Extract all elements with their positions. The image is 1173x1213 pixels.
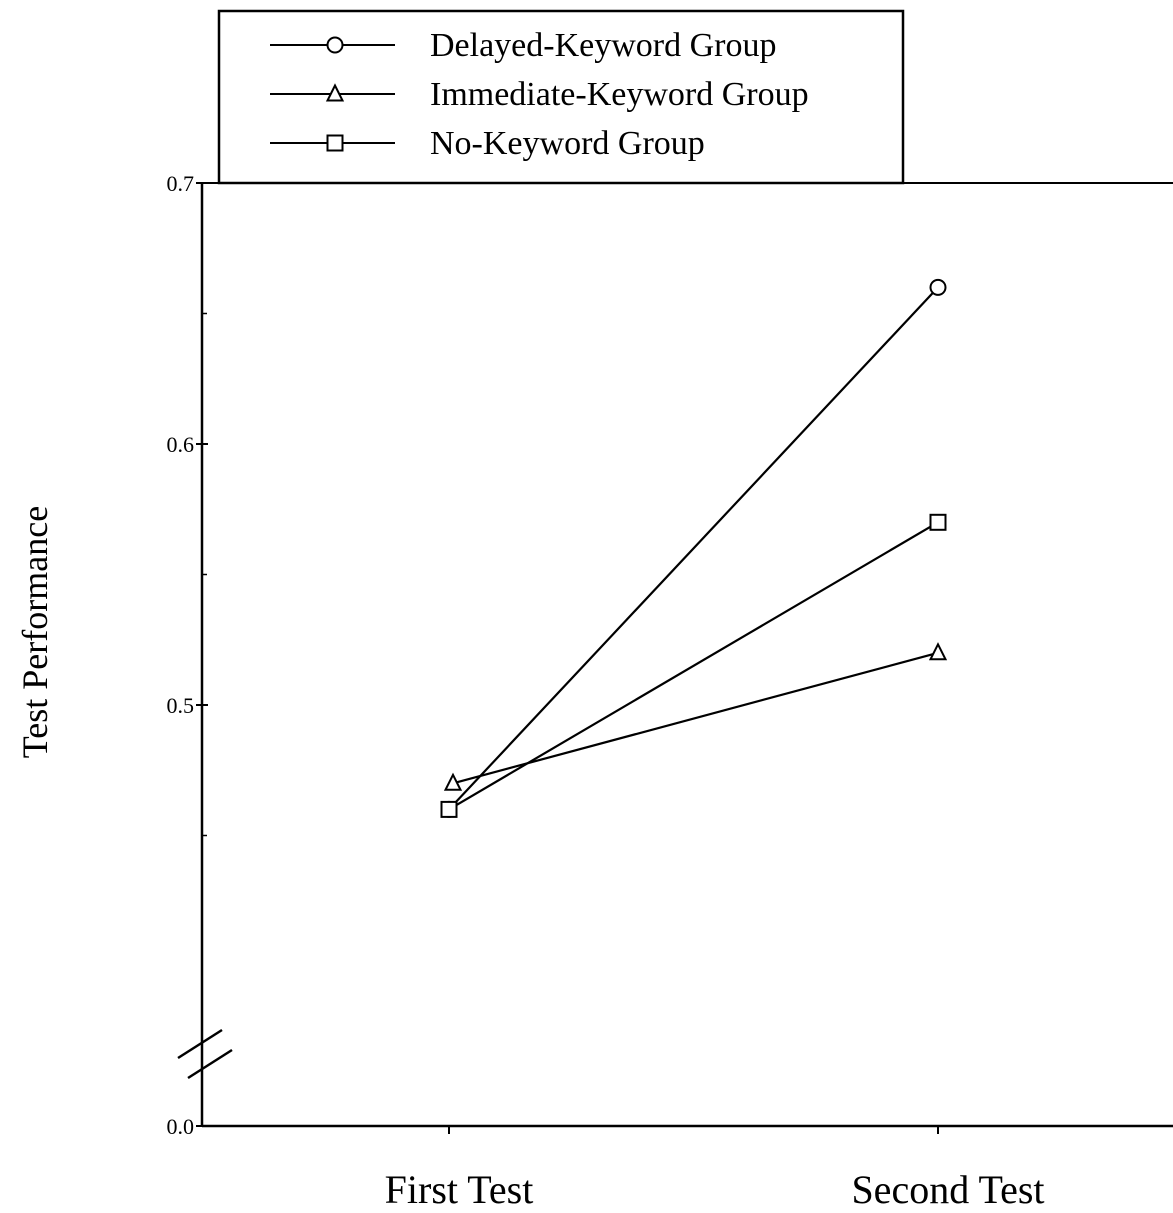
- data-point-triangle: [443, 772, 463, 791]
- y-tick-label: 0.6: [167, 432, 195, 457]
- data-point-triangle: [928, 642, 948, 661]
- data-point-square: [929, 513, 947, 531]
- x-axis-categories: First Test Second Test: [385, 1126, 1045, 1212]
- series-triangle-group: [443, 642, 948, 791]
- legend: Delayed-Keyword Group Immediate-Keyword G…: [217, 9, 905, 185]
- x-category-label: First Test: [385, 1167, 534, 1212]
- x-category-label: Second Test: [851, 1167, 1044, 1212]
- data-point-circle: [929, 278, 947, 296]
- series-circle-group: [440, 278, 947, 818]
- series-line: [452, 651, 939, 785]
- legend-marker-square: [326, 134, 344, 152]
- series-layer: [440, 278, 948, 818]
- y-axis-break-mark: [177, 1028, 233, 1080]
- series-line: [448, 521, 939, 811]
- axes: [200, 182, 1173, 1128]
- series-square-group: [440, 513, 947, 818]
- series-line: [448, 286, 939, 811]
- legend-label: Delayed-Keyword Group: [430, 27, 777, 64]
- y-axis-ticks: 0.0 0.5 0.6 0.7: [167, 171, 208, 1139]
- y-tick-label: 0.0: [167, 1114, 195, 1139]
- axis-break-slash: [177, 1028, 223, 1060]
- legend-label: Immediate-Keyword Group: [430, 76, 809, 113]
- data-point-square: [440, 800, 458, 818]
- legend-label: No-Keyword Group: [430, 125, 705, 162]
- axis-break-slash: [187, 1048, 233, 1080]
- y-tick-label: 0.5: [167, 693, 195, 718]
- y-tick-label: 0.7: [167, 171, 195, 196]
- legend-marker-triangle: [325, 83, 345, 102]
- legend-marker-circle: [326, 36, 344, 54]
- y-axis-title: Test Performance: [15, 506, 55, 758]
